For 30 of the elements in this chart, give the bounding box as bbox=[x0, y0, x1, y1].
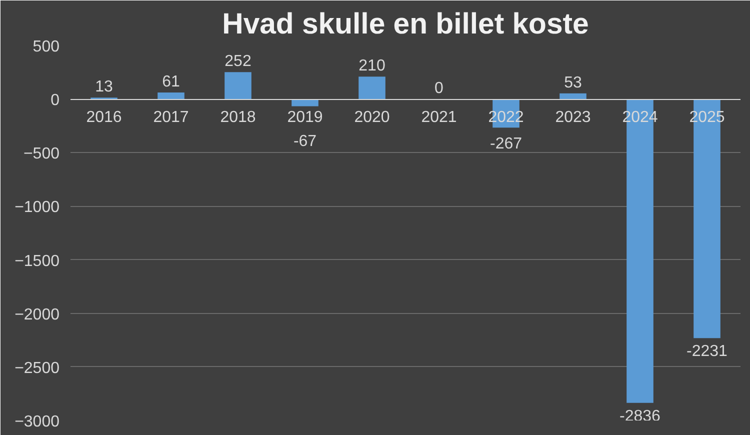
y-tick-label: 0 bbox=[50, 92, 60, 110]
x-tick-label: 2021 bbox=[421, 109, 457, 126]
bar bbox=[224, 72, 252, 100]
bar bbox=[292, 99, 318, 106]
data-label: 210 bbox=[358, 58, 386, 75]
x-tick-label: 2023 bbox=[555, 109, 591, 126]
x-tick-label: 2020 bbox=[354, 109, 390, 126]
data-label: -2231 bbox=[686, 343, 728, 360]
y-tick-label: −2000 bbox=[14, 306, 60, 324]
x-tick-label: 2017 bbox=[153, 109, 189, 126]
y-tick-label: −1000 bbox=[14, 199, 60, 216]
data-label: -67 bbox=[293, 132, 317, 150]
bar bbox=[158, 92, 184, 100]
data-label: 0 bbox=[434, 80, 444, 98]
x-tick-label: 2016 bbox=[86, 109, 122, 126]
y-tick-label: −3000 bbox=[14, 414, 60, 430]
y-tick-label: −1500 bbox=[14, 252, 60, 270]
data-label: 13 bbox=[95, 78, 113, 96]
data-label: 252 bbox=[224, 53, 252, 70]
x-tick-label: 2018 bbox=[220, 109, 256, 126]
bar bbox=[358, 76, 386, 100]
y-tick-label: 500 bbox=[32, 38, 60, 56]
bar bbox=[560, 93, 586, 100]
data-label: 53 bbox=[564, 74, 582, 92]
x-tick-label: 2019 bbox=[287, 109, 323, 126]
data-label: -267 bbox=[490, 136, 522, 153]
y-tick-label: −500 bbox=[23, 146, 60, 163]
chart-title: Hvad skulle en billet koste bbox=[222, 8, 589, 40]
data-label: 61 bbox=[162, 74, 180, 91]
y-tick-label: −2500 bbox=[14, 360, 60, 377]
